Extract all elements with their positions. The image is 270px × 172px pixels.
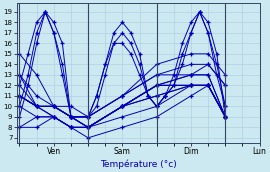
X-axis label: Température (°c): Température (°c)	[100, 159, 177, 169]
